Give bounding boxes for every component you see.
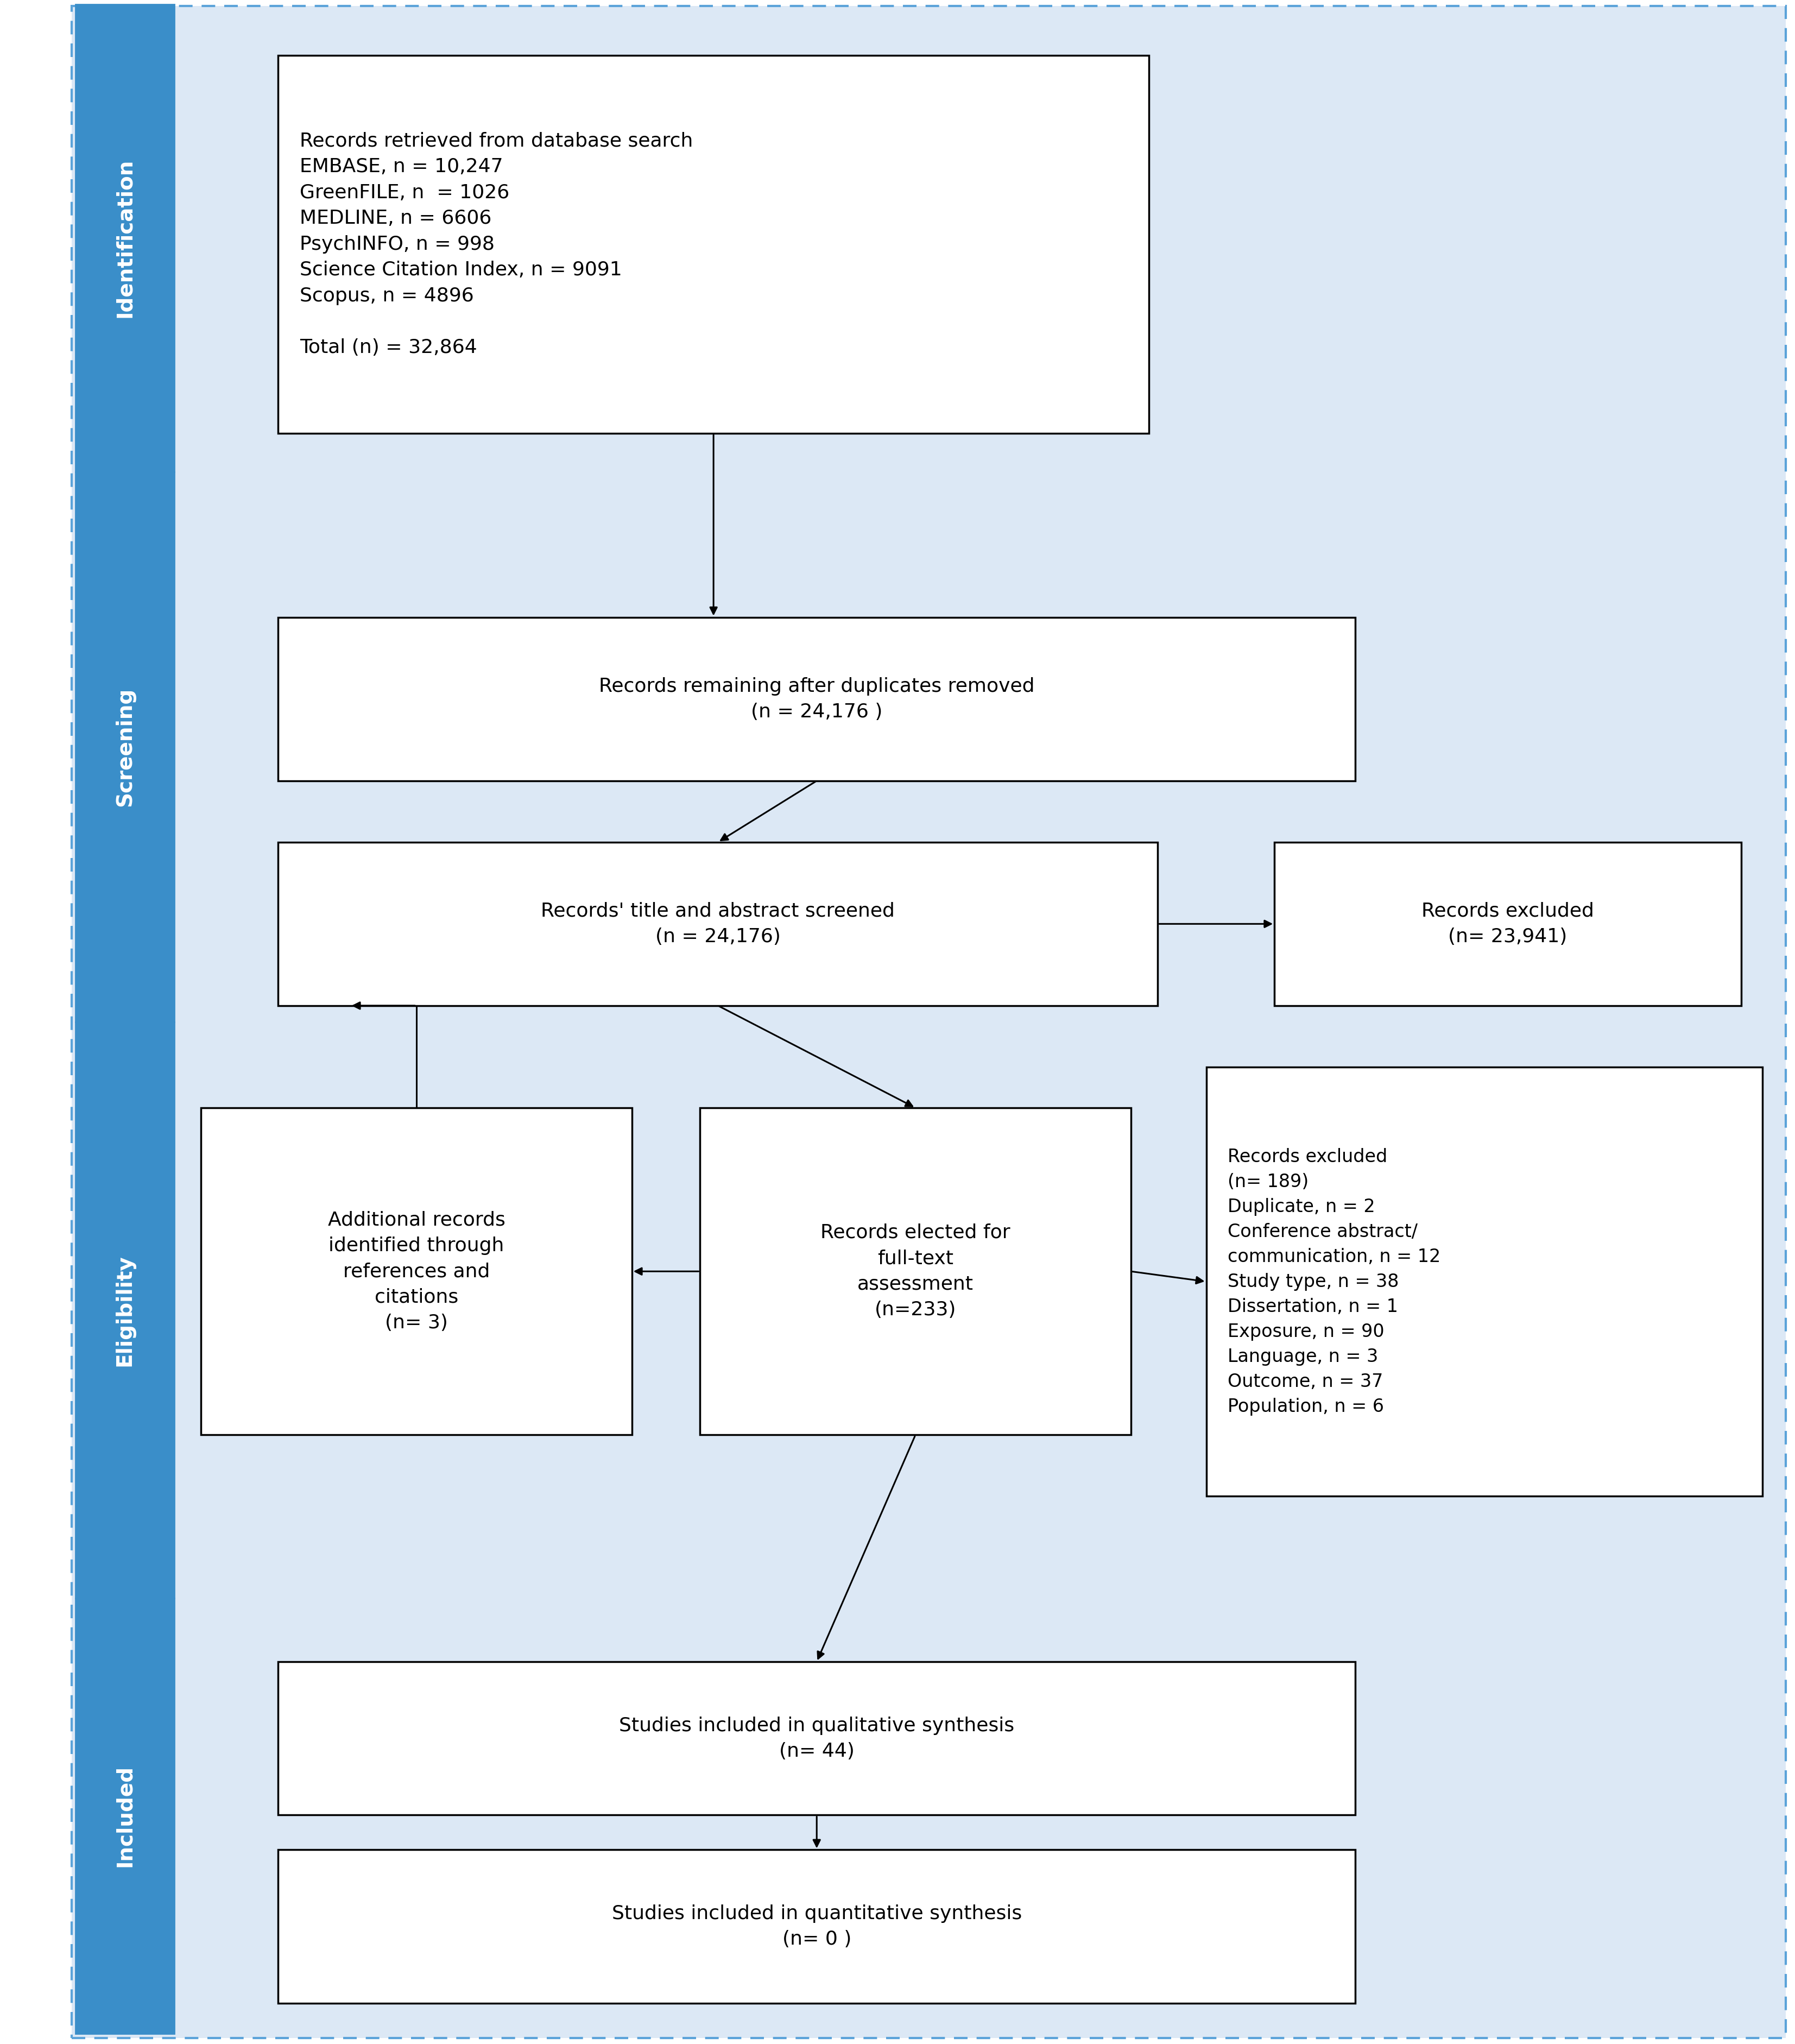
Text: Additional records
identified through
references and
citations
(n= 3): Additional records identified through re… (328, 1210, 504, 1333)
FancyBboxPatch shape (75, 4, 174, 472)
FancyBboxPatch shape (75, 1022, 174, 1598)
FancyBboxPatch shape (72, 6, 1786, 2038)
Text: Records elected for
full-text
assessment
(n=233): Records elected for full-text assessment… (820, 1224, 1011, 1318)
FancyBboxPatch shape (75, 472, 174, 1022)
FancyBboxPatch shape (278, 617, 1355, 781)
Text: Identification: Identification (115, 159, 135, 317)
FancyBboxPatch shape (201, 1108, 632, 1435)
Text: Screening: Screening (115, 687, 135, 807)
Text: Records' title and abstract screened
(n = 24,176): Records' title and abstract screened (n … (540, 901, 896, 946)
Text: Eligibility: Eligibility (115, 1255, 135, 1365)
Text: Studies included in quantitative synthesis
(n= 0 ): Studies included in quantitative synthes… (612, 1905, 1021, 1948)
FancyBboxPatch shape (278, 1662, 1355, 1815)
Text: Records retrieved from database search
EMBASE, n = 10,247
GreenFILE, n  = 1026
M: Records retrieved from database search E… (300, 133, 693, 356)
Text: Studies included in qualitative synthesis
(n= 44): Studies included in qualitative synthesi… (619, 1717, 1014, 1760)
FancyBboxPatch shape (75, 1598, 174, 2034)
FancyBboxPatch shape (278, 842, 1158, 1006)
FancyBboxPatch shape (278, 55, 1149, 433)
FancyBboxPatch shape (700, 1108, 1131, 1435)
Text: Records remaining after duplicates removed
(n = 24,176 ): Records remaining after duplicates remov… (600, 677, 1034, 722)
Text: Records excluded
(n= 189)
Duplicate, n = 2
Conference abstract/
communication, n: Records excluded (n= 189) Duplicate, n =… (1228, 1149, 1441, 1414)
Text: Included: Included (115, 1766, 135, 1866)
FancyBboxPatch shape (1274, 842, 1741, 1006)
Text: Records excluded
(n= 23,941): Records excluded (n= 23,941) (1422, 901, 1594, 946)
FancyBboxPatch shape (278, 1850, 1355, 2003)
FancyBboxPatch shape (1206, 1067, 1763, 1496)
